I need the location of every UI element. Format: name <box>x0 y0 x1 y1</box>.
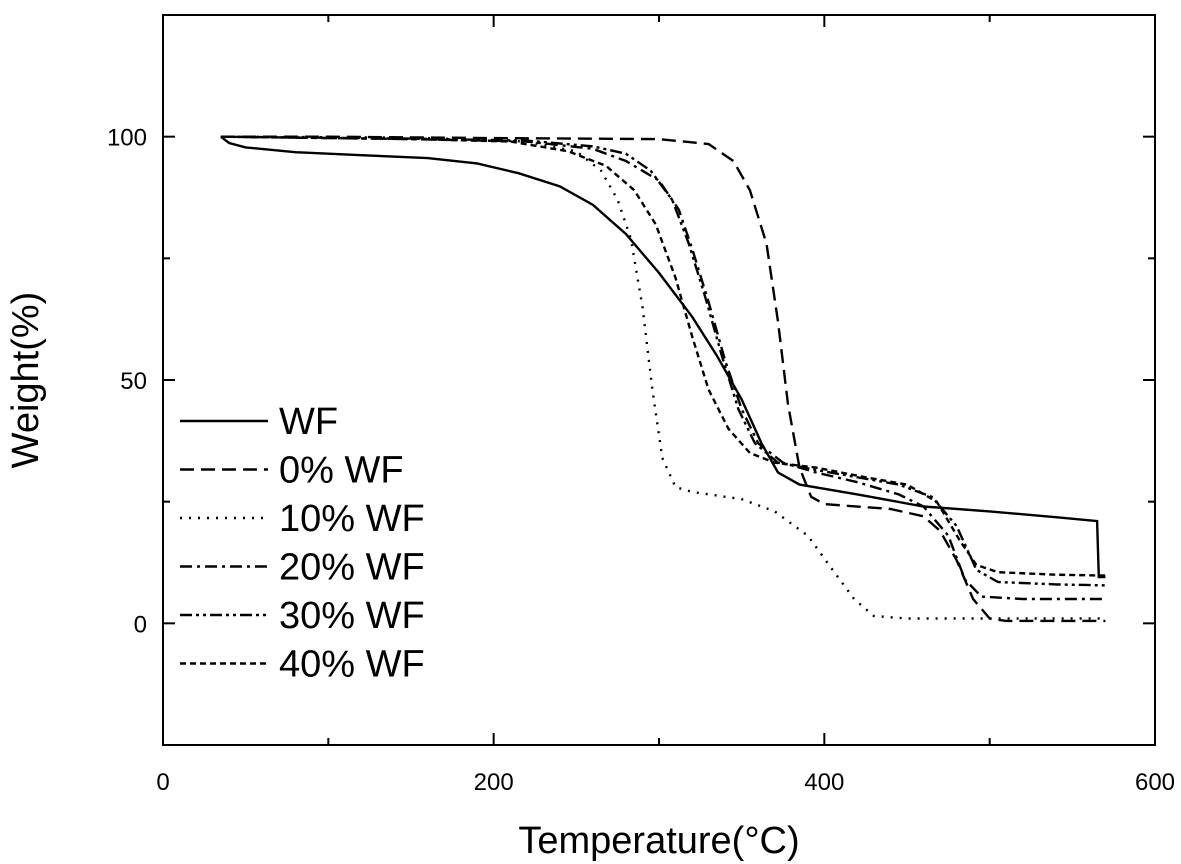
legend-label-3: 20% WF <box>279 547 425 589</box>
series-line-0 <box>220 135 1106 579</box>
series-line-2 <box>220 135 1106 620</box>
x-tick-label: 400 <box>804 769 844 796</box>
series-layer <box>220 135 1106 623</box>
legend: WF 0% WF 10% WF 20% WF 30% WF 40% WF <box>180 401 425 686</box>
y-tick-label: 50 <box>120 368 147 395</box>
y-axis-title: Weight(%) <box>5 292 47 469</box>
tick-layer: 0 200 400 600 0 50 100 <box>107 14 1175 796</box>
y-tick-label: 0 <box>134 611 147 638</box>
x-tick-label: 600 <box>1135 769 1175 796</box>
series-line-3 <box>220 135 1106 601</box>
y-tick-label: 100 <box>107 125 147 152</box>
x-tick-label: 0 <box>156 769 169 796</box>
x-tick-label: 200 <box>474 769 514 796</box>
legend-label-1: 0% WF <box>279 450 404 492</box>
legend-label-5: 40% WF <box>279 644 425 686</box>
x-axis-title: Temperature(°C) <box>518 820 799 862</box>
legend-label-4: 30% WF <box>279 595 425 637</box>
legend-label-0: WF <box>279 401 338 443</box>
legend-label-2: 10% WF <box>279 498 425 540</box>
series-line-1 <box>220 135 1106 623</box>
series-line-5 <box>220 135 1106 577</box>
